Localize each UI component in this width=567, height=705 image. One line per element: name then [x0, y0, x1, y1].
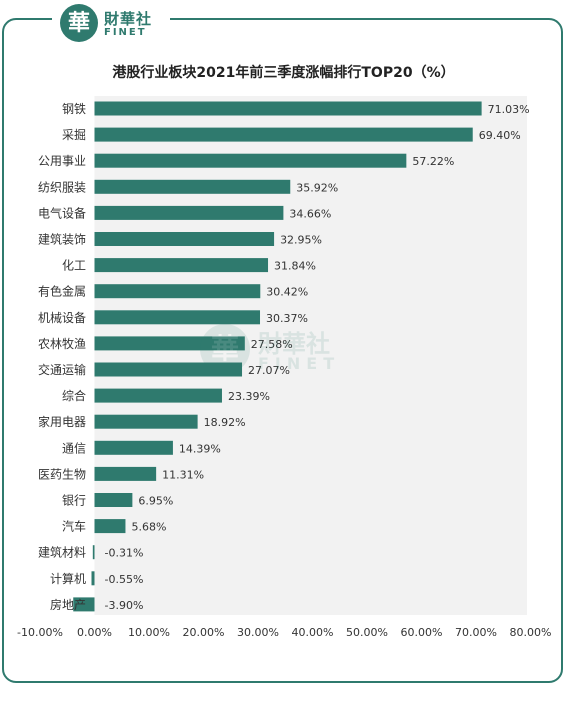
category-label: 家用电器: [38, 414, 86, 429]
x-axis-ticks: -10.00% 0.00% 10.00% 20.00% 30.00% 40.00% 50.0…: [17, 626, 551, 639]
bar-17: [94, 519, 126, 534]
category-label: 房地产: [50, 597, 86, 612]
category-label: 公用事业: [38, 154, 86, 168]
value-label: 18.92%: [204, 416, 246, 429]
x-tick-label: 20.00%: [183, 626, 225, 639]
value-label: 14.39%: [179, 442, 221, 455]
value-label: 6.95%: [138, 495, 173, 508]
bar-20: [73, 597, 95, 612]
x-tick-label: 60.00%: [401, 626, 443, 639]
x-tick-label: 30.00%: [237, 626, 279, 639]
bar-10: [94, 336, 245, 351]
category-label: 计算机: [50, 571, 86, 586]
value-label: -3.90%: [105, 599, 144, 612]
bar-11: [94, 362, 243, 377]
category-label: 纺织服装: [38, 180, 86, 194]
category-label: 交通运输: [38, 362, 86, 377]
bar-9: [94, 310, 261, 325]
value-label: 71.03%: [488, 103, 530, 116]
category-label: 通信: [62, 441, 86, 455]
x-tick-label: 50.00%: [346, 626, 388, 639]
bar-4: [94, 179, 291, 194]
category-label: 医药生物: [38, 467, 86, 481]
watermark-logo-icon: 華: [200, 324, 250, 374]
x-tick-label: 80.00%: [510, 626, 552, 639]
value-label: 11.31%: [162, 468, 204, 481]
bar-1: [94, 101, 482, 116]
bar-12: [94, 388, 222, 403]
value-labels: 71.03% 69.40% 57.22% 35.92% 34.66% 32.95% 31.8…: [105, 103, 530, 612]
bar-8: [94, 284, 261, 299]
category-label: 建筑材料: [38, 545, 86, 560]
brand-name-cn: 財華社: [104, 10, 153, 28]
value-label: -0.55%: [105, 573, 144, 586]
category-label: 有色金属: [38, 284, 86, 299]
bar-2: [94, 127, 473, 142]
bar-14: [94, 440, 173, 455]
category-label: 钢铁: [62, 102, 86, 116]
bar-13: [94, 414, 198, 429]
value-label: 30.42%: [266, 286, 308, 299]
x-tick-label: 10.00%: [128, 626, 170, 639]
value-label: 23.39%: [228, 390, 270, 403]
category-label: 电气设备: [38, 205, 86, 220]
category-label: 农林牧渔: [38, 337, 86, 351]
value-label: 5.68%: [131, 521, 166, 534]
value-label: 32.95%: [280, 234, 322, 247]
value-label: 27.58%: [251, 338, 293, 351]
value-label: 30.37%: [266, 312, 308, 325]
category-label: 建筑装饰: [38, 232, 86, 247]
bar-3: [94, 153, 407, 168]
bar-16: [94, 493, 133, 507]
bar-15: [94, 466, 157, 481]
brand-name-en: FINET: [104, 27, 147, 38]
value-label: -0.31%: [105, 547, 144, 560]
value-label: 69.40%: [479, 129, 521, 142]
category-label: 机械设备: [38, 310, 86, 325]
bar-19: [91, 571, 95, 586]
category-label: 银行: [62, 494, 86, 508]
card-frame: [2, 18, 563, 683]
watermark-name-en: FINET: [258, 354, 341, 373]
x-tick-label: -10.00%: [17, 626, 63, 639]
value-label: 57.22%: [412, 155, 454, 168]
bar-18: [92, 545, 95, 560]
chart-title: 港股行业板块2021年前三季度涨幅排行TOP20（%）: [112, 65, 455, 81]
value-label: 31.84%: [274, 260, 316, 273]
watermark: 華 財華社 FINET: [200, 320, 390, 380]
category-label: 汽车: [62, 519, 86, 534]
value-label: 35.92%: [296, 181, 338, 194]
x-tick-label: 0.00%: [77, 626, 112, 639]
x-tick-label: 70.00%: [455, 626, 497, 639]
bar-5: [94, 205, 284, 220]
category-label: 采掘: [62, 127, 86, 142]
bar-7: [94, 258, 269, 273]
value-label: 34.66%: [289, 207, 331, 220]
watermark-name-cn: 財華社: [258, 330, 330, 358]
value-label: 27.07%: [248, 364, 290, 377]
bar-6: [94, 232, 275, 246]
category-labels: 钢铁采掘公用事业纺织服装电气设备建筑装饰化工有色金属机械设备农林牧渔交通运输综合…: [38, 102, 86, 612]
x-tick-label: 40.00%: [292, 626, 334, 639]
category-label: 化工: [62, 259, 86, 273]
category-label: 综合: [62, 388, 86, 403]
bars-group: [73, 101, 482, 612]
finet-logo-icon: 華: [60, 4, 98, 42]
